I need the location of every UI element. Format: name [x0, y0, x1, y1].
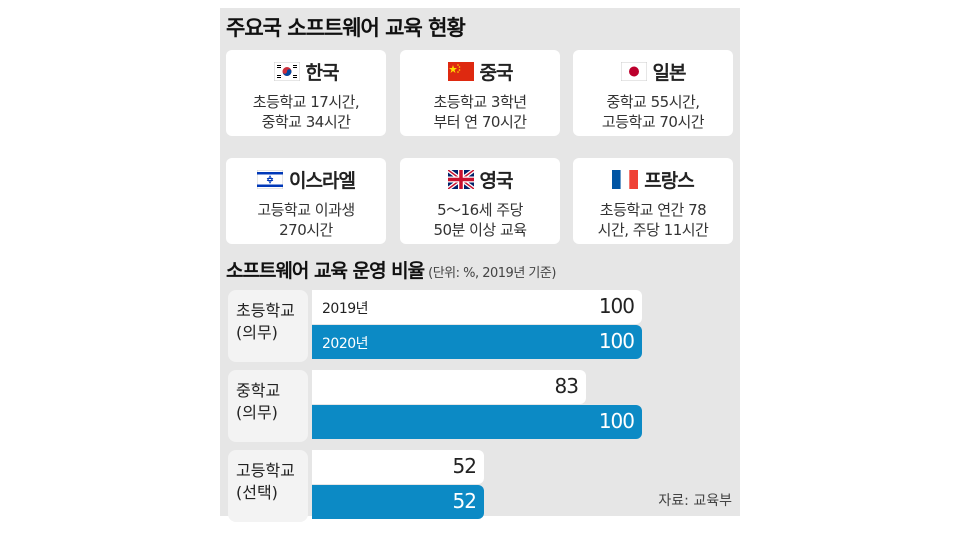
bar-2020: 100 — [312, 405, 642, 439]
card-header: 일본 — [573, 58, 733, 85]
category-label: 중학교 (의무) — [228, 370, 308, 442]
bar-2019: 83 — [312, 370, 586, 404]
country-name: 한국 — [305, 62, 340, 84]
category-label-line: 초등학교 — [236, 301, 295, 320]
description-line: 고등학교 이과생 — [257, 201, 355, 219]
country-description: 중학교 55시간, 고등학교 70시간 — [573, 92, 733, 132]
value-label: 100 — [598, 409, 635, 433]
page-title: 주요국 소프트웨어 교육 현황 — [226, 16, 466, 40]
description-line: 부터 연 70시간 — [433, 113, 527, 131]
category-label-line: 고등학교 — [236, 461, 295, 480]
value-label: 100 — [598, 294, 635, 318]
description-line: 270시간 — [279, 221, 333, 239]
value-label: 100 — [598, 329, 635, 353]
country-card: 영국 5～16세 주당 50분 이상 교육 — [400, 158, 560, 244]
uk-flag-icon — [446, 168, 475, 191]
description-line: 50분 이상 교육 — [433, 221, 527, 239]
bar-2019: 2019년 100 — [312, 290, 642, 324]
country-name: 이스라엘 — [289, 170, 356, 192]
china-flag-icon — [447, 62, 474, 81]
card-header: 이스라엘 — [226, 166, 386, 193]
series-label: 2019년 — [322, 301, 369, 317]
country-name: 영국 — [479, 170, 514, 192]
card-header: 프랑스 — [573, 166, 733, 193]
description-line: 초등학교 3학년 — [433, 93, 527, 111]
south-korea-flag-icon — [273, 61, 301, 82]
category-label: 초등학교 (의무) — [228, 290, 308, 362]
description-line: 초등학교 17시간, — [252, 93, 360, 111]
category-label-line: (의무) — [236, 323, 278, 342]
country-name: 프랑스 — [644, 170, 694, 192]
series-label: 2020년 — [322, 336, 369, 352]
description-line: 중학교 55시간, — [606, 93, 700, 111]
japan-flag-icon — [620, 61, 648, 82]
chart-title: 소프트웨어 교육 운영 비율 — [226, 260, 425, 282]
card-header: 영국 — [400, 166, 560, 193]
israel-flag-icon — [256, 169, 284, 190]
value-label: 52 — [452, 454, 477, 478]
description-line: 시간, 주당 11시간 — [597, 221, 709, 239]
card-header: 한국 — [226, 58, 386, 85]
category-label-line: 중학교 — [236, 381, 281, 400]
country-name: 중국 — [479, 62, 514, 84]
chart-title-row: 소프트웨어 교육 운영 비율 (단위: %, 2019년 기준) — [226, 256, 556, 283]
bar-2020: 52 — [312, 485, 484, 519]
category-label-line: (의무) — [236, 403, 278, 422]
card-header: 중국 — [400, 58, 560, 85]
country-description: 5～16세 주당 50분 이상 교육 — [400, 200, 560, 240]
description-line: 초등학교 연간 78 — [599, 201, 707, 219]
bar-2020: 2020년 100 — [312, 325, 642, 359]
country-name: 일본 — [652, 62, 687, 84]
description-line: 5～16세 주당 — [437, 201, 523, 219]
category-label-line: (선택) — [236, 483, 278, 502]
country-description: 고등학교 이과생 270시간 — [226, 200, 386, 240]
country-description: 초등학교 17시간, 중학교 34시간 — [226, 92, 386, 132]
country-description: 초등학교 연간 78 시간, 주당 11시간 — [573, 200, 733, 240]
value-label: 83 — [554, 374, 579, 398]
bar-2019: 52 — [312, 450, 484, 484]
description-line: 중학교 34시간 — [261, 113, 351, 131]
france-flag-icon — [612, 170, 639, 189]
value-label: 52 — [452, 489, 477, 513]
chart-subtitle: (단위: %, 2019년 기준) — [428, 266, 556, 281]
description-line: 고등학교 70시간 — [601, 113, 705, 131]
source-note: 자료: 교육부 — [658, 493, 732, 509]
category-label: 고등학교 (선택) — [228, 450, 308, 522]
